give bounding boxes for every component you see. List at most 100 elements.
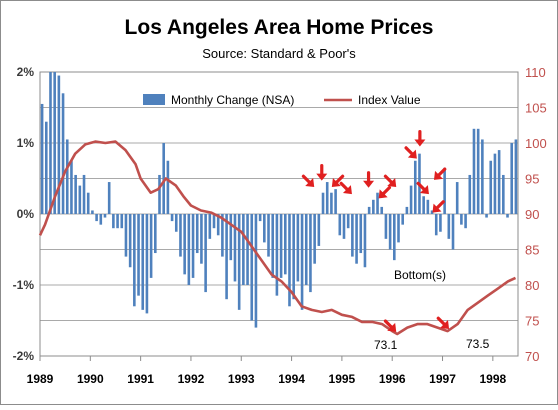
bar — [338, 214, 342, 236]
bar — [154, 214, 157, 254]
y-right-tick-label: 80 — [525, 278, 539, 293]
bar — [451, 214, 455, 250]
bar — [149, 214, 153, 278]
bar — [493, 153, 497, 214]
bar — [439, 214, 442, 232]
x-tick-label: 1996 — [379, 372, 406, 386]
bar — [388, 214, 392, 250]
bar — [485, 214, 488, 218]
x-tick-label: 1993 — [228, 372, 255, 386]
bar — [95, 214, 98, 222]
bar — [242, 214, 245, 285]
bar — [460, 214, 463, 225]
bar — [300, 214, 304, 310]
bar — [283, 214, 287, 275]
red-arrow — [378, 185, 392, 199]
red-arrow-shaft — [436, 316, 446, 326]
bar — [464, 214, 467, 229]
red-arrow-shaft — [435, 200, 445, 210]
y-left-tick-label: 1% — [17, 136, 35, 150]
bar — [313, 214, 316, 264]
bar — [263, 214, 266, 243]
bar — [397, 214, 400, 243]
bar — [351, 214, 354, 257]
red-arrow-head — [432, 203, 442, 213]
bar — [170, 214, 174, 222]
bar — [221, 214, 224, 257]
bar — [292, 214, 295, 300]
legend-swatch-bar — [143, 94, 165, 105]
bar — [384, 214, 388, 239]
x-tick-label: 1990 — [77, 372, 104, 386]
bar — [166, 160, 170, 214]
y-left-tick-label: -2% — [13, 349, 35, 363]
red-arrow — [414, 129, 426, 147]
bar — [237, 214, 241, 310]
red-arrow-shaft — [339, 181, 349, 191]
bottoms-label: Bottom(s) — [394, 268, 446, 282]
bar — [40, 103, 44, 214]
bar — [145, 214, 149, 314]
red-arrow — [416, 181, 429, 195]
chart-subtitle: Source: Standard & Poor's — [202, 46, 356, 61]
bar — [191, 214, 195, 278]
red-arrow — [433, 167, 447, 180]
y-right-tick-label: 100 — [525, 136, 547, 151]
y-right-tick-label: 85 — [525, 243, 539, 258]
bar — [82, 174, 86, 214]
bar — [279, 214, 283, 278]
bar — [216, 214, 220, 236]
y-right-tick-label: 90 — [525, 207, 539, 222]
bar — [74, 174, 77, 214]
bar — [288, 214, 291, 307]
x-tick-label: 1994 — [278, 372, 305, 386]
bar — [179, 214, 182, 257]
bar — [275, 214, 279, 296]
bar — [195, 214, 199, 254]
bar — [233, 214, 237, 282]
bar — [258, 214, 262, 222]
x-tick-label: 1997 — [429, 372, 456, 386]
bar — [225, 214, 228, 300]
red-arrow-shaft — [383, 174, 393, 184]
bar — [212, 214, 216, 229]
bar — [380, 206, 384, 214]
bar — [44, 121, 48, 214]
bar — [346, 214, 350, 229]
bar — [107, 182, 111, 214]
y-right-tick-label: 110 — [525, 65, 546, 80]
bar — [267, 214, 270, 257]
red-arrow-head — [407, 149, 417, 159]
red-arrow-shaft — [335, 174, 345, 184]
red-arrow — [316, 164, 328, 181]
x-tick-label: 1989 — [27, 372, 54, 386]
bar — [372, 199, 375, 214]
bar — [246, 214, 249, 285]
y-right-tick-label: 95 — [525, 172, 539, 187]
bar — [447, 214, 451, 239]
y-left-tick-label: 0% — [17, 207, 35, 221]
low-label-2: 73.5 — [466, 337, 490, 351]
bar — [321, 192, 325, 214]
bar — [367, 206, 371, 214]
bar — [376, 192, 379, 214]
chart-title: Los Angeles Area Home Prices — [125, 16, 434, 39]
red-arrow — [436, 316, 450, 330]
bar — [430, 210, 434, 214]
bar — [271, 214, 275, 278]
bar — [317, 214, 321, 246]
red-arrow-head — [387, 178, 397, 188]
bar — [363, 214, 367, 268]
bar — [124, 214, 128, 257]
red-arrow-head — [414, 139, 426, 147]
bar — [489, 160, 493, 214]
red-arrow-head — [305, 178, 315, 188]
bar — [413, 160, 417, 214]
legend-label-bar: Monthly Change (NSA) — [171, 93, 294, 107]
red-arrow-shaft — [382, 185, 392, 195]
bar — [472, 128, 476, 214]
bar — [99, 214, 103, 225]
